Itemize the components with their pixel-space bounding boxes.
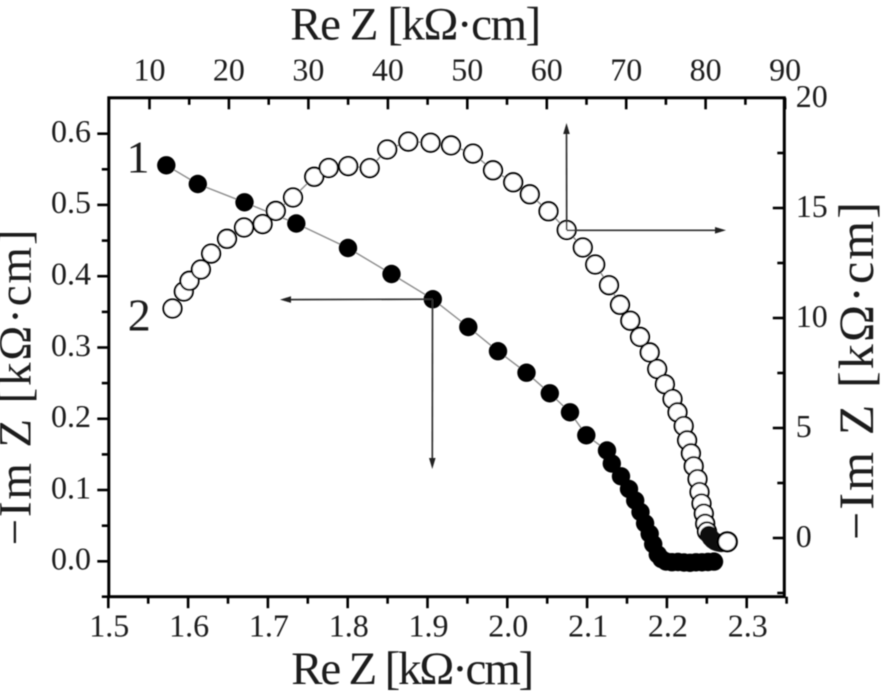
- svg-text:0.3: 0.3: [51, 327, 91, 363]
- svg-text:0.5: 0.5: [51, 184, 91, 220]
- svg-text:1.9: 1.9: [409, 608, 449, 644]
- svg-text:0.4: 0.4: [51, 256, 91, 292]
- svg-text:1.5: 1.5: [89, 608, 129, 644]
- svg-text:15: 15: [796, 188, 828, 224]
- svg-text:2.3: 2.3: [728, 608, 768, 644]
- svg-text:Re Z [kΩ·cm]: Re Z [kΩ·cm]: [291, 643, 534, 695]
- svg-text:10: 10: [134, 52, 166, 88]
- svg-text:0.0: 0.0: [51, 541, 91, 577]
- svg-text:90: 90: [769, 52, 801, 88]
- svg-text:2.0: 2.0: [488, 608, 528, 644]
- svg-text:1.8: 1.8: [329, 608, 369, 644]
- svg-text:60: 60: [531, 52, 563, 88]
- svg-text:10: 10: [796, 298, 828, 334]
- svg-text:20: 20: [796, 78, 828, 114]
- svg-text:0: 0: [796, 518, 812, 554]
- svg-text:50: 50: [451, 52, 483, 88]
- svg-text:Re Z [kΩ·cm]: Re Z [kΩ·cm]: [290, 0, 541, 51]
- svg-text:1.7: 1.7: [249, 608, 289, 644]
- svg-text:2.1: 2.1: [568, 608, 608, 644]
- svg-text:1.6: 1.6: [169, 608, 209, 644]
- svg-text:30: 30: [292, 52, 324, 88]
- svg-text:2: 2: [128, 289, 151, 340]
- svg-text:20: 20: [213, 52, 245, 88]
- svg-text:70: 70: [610, 52, 642, 88]
- svg-text:80: 80: [690, 52, 722, 88]
- svg-text:0.1: 0.1: [51, 469, 91, 505]
- svg-text:0.2: 0.2: [51, 398, 91, 434]
- svg-text:0.6: 0.6: [51, 113, 91, 149]
- svg-text:5: 5: [796, 408, 812, 444]
- svg-text:2.2: 2.2: [648, 608, 688, 644]
- svg-text:1: 1: [127, 132, 150, 183]
- svg-text:40: 40: [372, 52, 404, 88]
